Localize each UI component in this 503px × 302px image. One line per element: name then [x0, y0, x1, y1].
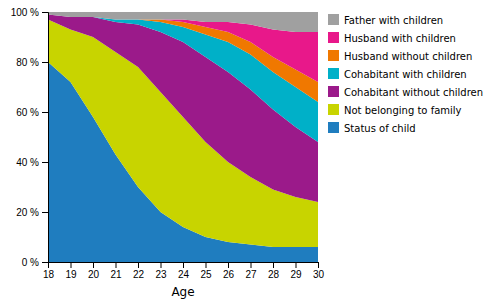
- legend-swatch: [328, 32, 339, 43]
- x-tick-mark: [228, 262, 229, 268]
- area: [48, 15, 318, 203]
- x-tick-label: 23: [155, 269, 167, 280]
- x-tick-mark: [251, 262, 252, 268]
- y-tick: 100 %: [11, 7, 48, 18]
- x-tick-label: 26: [223, 269, 235, 280]
- x-tick: 26: [223, 262, 235, 280]
- x-tick: 19: [65, 262, 77, 280]
- y-tick-mark: [42, 212, 48, 213]
- legend-swatch: [328, 122, 339, 133]
- x-tick-label: 30: [313, 269, 325, 280]
- legend-swatch: [328, 50, 339, 61]
- x-tick-label: 20: [88, 269, 100, 280]
- x-axis: 18 19 20 21 22 23 24 25 26 27 28 29 30: [43, 262, 325, 280]
- x-tick-label: 25: [200, 269, 212, 280]
- y-tick: 0 %: [22, 257, 48, 268]
- x-tick-mark: [93, 262, 94, 268]
- x-tick: 30: [313, 262, 325, 280]
- legend-label: Status of child: [344, 123, 416, 134]
- legend-item: Husband without children: [328, 50, 472, 62]
- legend-swatch: [328, 68, 339, 79]
- legend-label: Cohabitant with children: [344, 69, 467, 80]
- plot-area: 18 19 20 21 22 23 24 25 26 27 28 29 30 0 % 20 % 40 % 60 …: [11, 7, 325, 280]
- x-tick: 29: [290, 262, 302, 280]
- x-tick-label: 24: [178, 269, 190, 280]
- x-axis-line: [49, 263, 319, 269]
- x-tick-label: 19: [65, 269, 77, 280]
- y-tick-label: 60 %: [16, 107, 39, 118]
- legend-label: Not belonging to family: [344, 105, 462, 116]
- chart: 18 19 20 21 22 23 24 25 26 27 28 29 30 0 % 20 % 40 % 60 …: [0, 0, 503, 302]
- x-tick: 20: [88, 262, 100, 280]
- y-tick-label: 80 %: [16, 57, 39, 68]
- area: [48, 12, 318, 32]
- y-tick-mark: [42, 262, 48, 263]
- x-tick-mark: [296, 262, 297, 268]
- x-tick-mark: [138, 262, 139, 268]
- legend-label: Cohabitant without children: [344, 87, 483, 98]
- legend-swatch: [328, 104, 339, 115]
- legend-label: Father with children: [344, 15, 443, 26]
- x-tick-mark: [71, 262, 72, 268]
- y-tick-mark: [42, 162, 48, 163]
- x-tick-label: 18: [43, 269, 55, 280]
- area: [48, 15, 318, 143]
- y-tick-mark: [42, 112, 48, 113]
- y-tick: 40 %: [16, 157, 48, 168]
- y-tick-label: 20 %: [16, 207, 39, 218]
- x-tick-mark: [273, 262, 274, 268]
- x-tick-mark: [206, 262, 207, 268]
- y-tick-label: 0 %: [22, 257, 39, 268]
- legend-item: Not belonging to family: [328, 104, 462, 116]
- y-tick-mark: [42, 62, 48, 63]
- y-tick-mark: [42, 12, 48, 13]
- x-tick: 28: [268, 262, 280, 280]
- x-tick-label: 22: [133, 269, 145, 280]
- legend-label: Husband without children: [344, 51, 472, 62]
- legend-swatch: [328, 86, 339, 97]
- legend: Father with children Husband with childre…: [328, 14, 483, 134]
- x-tick-label: 28: [268, 269, 280, 280]
- y-tick: 80 %: [16, 57, 48, 68]
- x-tick-mark: [318, 262, 319, 268]
- x-tick-mark: [161, 262, 162, 268]
- y-tick: 60 %: [16, 107, 48, 118]
- x-tick-label: 29: [290, 269, 302, 280]
- x-tick-label: 27: [245, 269, 257, 280]
- x-tick-mark: [116, 262, 117, 268]
- y-tick-label: 40 %: [16, 157, 39, 168]
- legend-item: Status of child: [328, 122, 416, 134]
- y-tick: 20 %: [16, 207, 48, 218]
- y-axis: 0 % 20 % 40 % 60 % 80 % 100 %: [11, 7, 49, 268]
- x-tick: 25: [200, 262, 212, 280]
- x-tick-mark: [183, 262, 184, 268]
- y-axis-line: [42, 13, 49, 263]
- legend-label: Husband with children: [344, 33, 456, 44]
- x-tick: 23: [155, 262, 167, 280]
- x-tick: 21: [110, 262, 122, 280]
- legend-swatch: [328, 14, 339, 25]
- legend-item: Father with children: [328, 14, 443, 26]
- x-tick: 18: [43, 262, 55, 280]
- x-tick: 22: [133, 262, 145, 280]
- legend-item: Cohabitant without children: [328, 86, 483, 98]
- x-tick: 27: [245, 262, 257, 280]
- x-tick-label: 21: [110, 269, 122, 280]
- x-tick: 24: [178, 262, 190, 280]
- legend-item: Husband with children: [328, 32, 456, 44]
- x-axis-title: Age: [171, 285, 194, 299]
- y-tick-label: 100 %: [11, 7, 39, 18]
- areas: [48, 12, 318, 262]
- legend-item: Cohabitant with children: [328, 68, 467, 80]
